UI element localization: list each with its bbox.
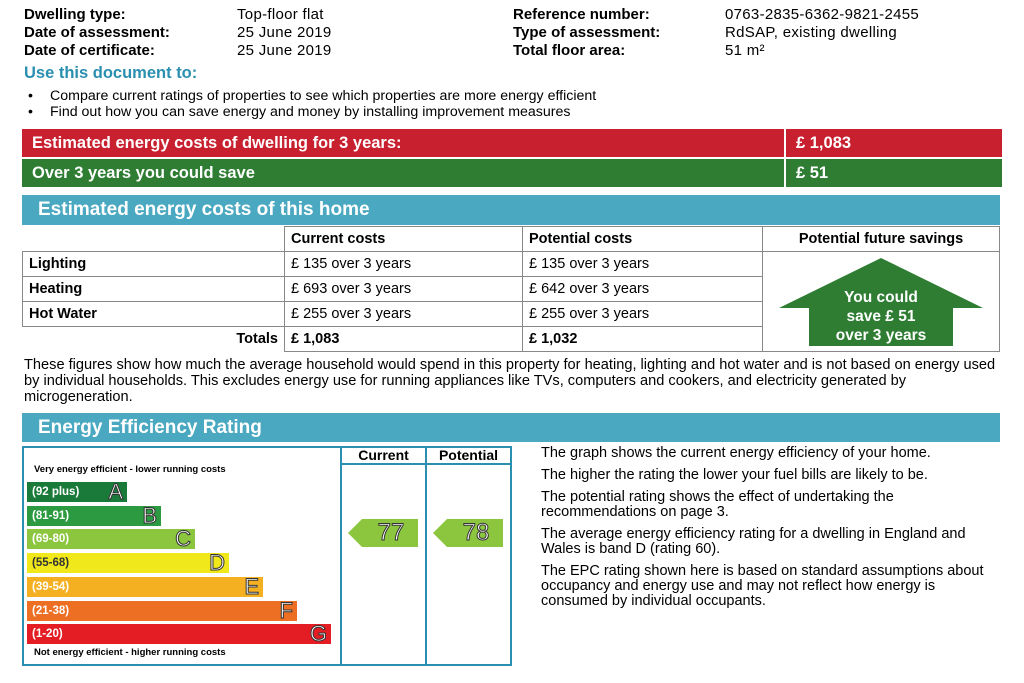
costs-table: Current costs Potential costs Potential … <box>22 226 1000 352</box>
estimated-cost-bar: Estimated energy costs of dwelling for 3… <box>22 129 784 157</box>
could-save-value: £ 51 <box>796 163 829 182</box>
band-range: (1-20) <box>32 628 63 641</box>
potential-rating-value: 78 <box>462 519 490 547</box>
bullet-icon: • <box>28 88 33 104</box>
rating-explanations: The graph shows the current energy effic… <box>541 446 1001 609</box>
dwelling-type-label: Dwelling type: <box>24 6 126 23</box>
bullet-text: Find out how you can save energy and mon… <box>50 104 571 120</box>
rating-band-c: (69-80) C <box>27 526 195 552</box>
bullet-icon: • <box>28 104 33 120</box>
use-document-bullet-1: • Compare current ratings of properties … <box>28 88 597 104</box>
band-letter: D <box>209 550 226 576</box>
dwelling-type-value: Top-floor flat <box>237 6 324 23</box>
savings-line-3: over 3 years <box>835 327 927 344</box>
potential-rating-arrow-icon <box>433 519 503 547</box>
bullet-text: Compare current ratings of properties to… <box>50 88 597 104</box>
explanation-5: The EPC rating shown here is based on st… <box>541 563 984 609</box>
use-document-heading: Use this document to: <box>24 64 198 82</box>
explanation-4: The average energy efficiency rating for… <box>541 526 966 557</box>
rating-band-a: (92 plus) A <box>27 479 127 504</box>
assessment-type-value: RdSAP, existing dwelling <box>725 24 898 41</box>
band-letter: A <box>108 479 124 504</box>
reference-label: Reference number: <box>513 6 650 23</box>
heating-current: £ 693 over 3 years <box>284 276 523 302</box>
rating-band-b: (81-91) B <box>27 502 161 528</box>
band-letter: F <box>279 597 293 623</box>
explanation-2: The higher the rating the lower your fue… <box>541 467 928 483</box>
rating-band-d: (55-68) D <box>27 550 229 576</box>
rating-band-f: (21-38) F <box>27 597 297 623</box>
totals-label: Totals <box>22 326 285 352</box>
current-costs-header: Current costs <box>284 226 523 252</box>
graph-divider-1 <box>340 446 342 666</box>
assessment-type-label: Type of assessment: <box>513 24 661 41</box>
band-range: (21-38) <box>32 604 70 617</box>
could-save-bar: Over 3 years you could save <box>22 159 784 187</box>
band-range: (55-68) <box>32 557 70 570</box>
estimated-cost-value-cell: £ 1,083 <box>786 129 1002 157</box>
savings-arrow-icon <box>779 258 983 346</box>
use-document-bullet-2: • Find out how you can save energy and m… <box>28 104 571 120</box>
band-letter: C <box>175 526 192 552</box>
row-label-heating: Heating <box>22 276 285 302</box>
rating-band-g: (1-20) G <box>27 621 331 647</box>
rating-potential-header: Potential <box>438 447 499 463</box>
current-rating-value: 77 <box>377 519 405 547</box>
estimated-cost-value: £ 1,083 <box>796 133 852 152</box>
could-save-label: Over 3 years you could save <box>32 163 255 182</box>
assessment-date-value: 25 June 2019 <box>237 24 332 41</box>
certificate-date-value: 25 June 2019 <box>237 42 332 59</box>
band-range: (39-54) <box>32 580 70 593</box>
table-corner <box>23 227 285 252</box>
rating-band-e: (39-54) E <box>27 573 263 599</box>
savings-arrow-text: You could save £ 51 over 3 years <box>763 288 999 345</box>
savings-line-1: You could <box>844 289 918 306</box>
band-range: (92 plus) <box>32 486 80 498</box>
costs-section-heading-text: Estimated energy costs of this home <box>38 199 370 220</box>
band-letter: B <box>142 502 158 528</box>
hot-water-current: £ 255 over 3 years <box>284 301 523 327</box>
heating-potential: £ 642 over 3 years <box>522 276 763 302</box>
top-caption: Very energy efficient - lower running co… <box>34 464 226 475</box>
current-rating-arrow-icon <box>348 519 418 547</box>
table-row: Hot Water £ 255 over 3 years £ 255 over … <box>22 301 1000 327</box>
lighting-potential: £ 135 over 3 years <box>522 251 763 277</box>
costs-section-heading: Estimated energy costs of this home <box>22 195 1000 225</box>
could-save-value-cell: £ 51 <box>786 159 1002 187</box>
rating-graph <box>22 446 512 666</box>
floor-area-label: Total floor area: <box>513 42 626 59</box>
hot-water-potential: £ 255 over 3 years <box>522 301 763 327</box>
future-savings-header: Potential future savings <box>762 226 1000 252</box>
rating-current-header: Current <box>358 447 409 463</box>
row-label-hot-water: Hot Water <box>22 301 285 327</box>
savings-arrow-cell: You could save £ 51 over 3 years <box>762 251 1000 352</box>
savings-line-2: save £ 51 <box>846 308 916 325</box>
rating-section-heading-text: Energy Efficiency Rating <box>38 416 262 438</box>
explanation-1: The graph shows the current energy effic… <box>541 445 931 461</box>
explanation-3: The potential rating shows the effect of… <box>541 489 894 520</box>
estimated-cost-label: Estimated energy costs of dwelling for 3… <box>32 133 402 152</box>
row-label-lighting: Lighting <box>22 251 285 277</box>
bottom-caption: Not energy efficient - higher running co… <box>34 647 226 658</box>
rating-section-heading: Energy Efficiency Rating <box>22 413 1000 442</box>
graph-divider-2 <box>425 446 427 666</box>
totals-current: £ 1,083 <box>284 326 523 352</box>
totals-row: Totals £ 1,083 £ 1,032 <box>22 326 1000 352</box>
band-letter: G <box>309 621 327 647</box>
floor-area-value: 51 m² <box>725 42 765 59</box>
band-range: (69-80) <box>32 533 70 546</box>
lighting-current: £ 135 over 3 years <box>284 251 523 277</box>
reference-value: 0763-2835-6362-9821-2455 <box>725 6 920 23</box>
potential-costs-header: Potential costs <box>522 226 763 252</box>
assessment-date-label: Date of assessment: <box>24 24 170 41</box>
table-row: Lighting £ 135 over 3 years £ 135 over 3… <box>22 251 1000 352</box>
certificate-date-label: Date of certificate: <box>24 42 155 59</box>
band-letter: E <box>244 573 260 599</box>
costs-note: These figures show how much the average … <box>24 357 996 405</box>
graph-header-line <box>340 463 512 465</box>
totals-potential: £ 1,032 <box>522 326 763 352</box>
band-range: (81-91) <box>32 509 70 522</box>
